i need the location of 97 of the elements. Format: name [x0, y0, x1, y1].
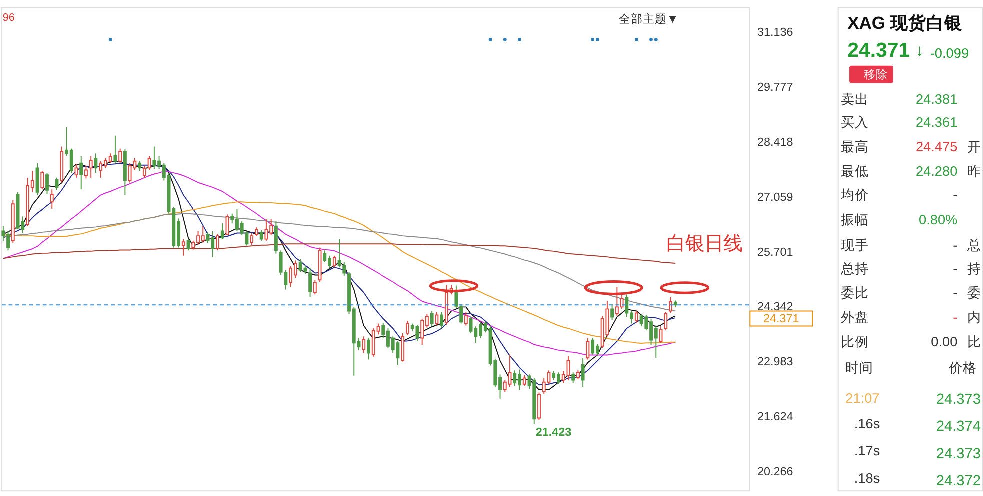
- candlestick: [522, 374, 526, 386]
- text: 内: [967, 310, 982, 326]
- candlestick: [586, 338, 590, 360]
- y-tick-label: 24.342: [757, 300, 794, 314]
- candlestick: [610, 304, 614, 321]
- candlestick: [186, 238, 190, 252]
- candlestick: [46, 172, 49, 195]
- candlestick: [669, 296, 672, 314]
- text: 总持: [840, 261, 869, 276]
- candlestick: [250, 232, 254, 246]
- text: 外盘: [840, 310, 869, 326]
- text: 卖出: [840, 92, 869, 107]
- candlestick: [572, 372, 576, 384]
- candlestick: [367, 338, 370, 360]
- text: 24.475: [916, 140, 958, 155]
- text: 均价: [840, 187, 869, 202]
- text: 比: [967, 334, 982, 350]
- text: -: [953, 286, 958, 301]
- text: 买入: [840, 115, 869, 130]
- y-tick-label: 20.266: [757, 465, 794, 478]
- text: 总: [966, 238, 982, 253]
- candlestick: [308, 268, 312, 298]
- y-tick-label: 29.777: [757, 81, 794, 94]
- text: 最高: [840, 140, 869, 155]
- text: 21:07: [846, 390, 880, 406]
- candlestick: [538, 392, 541, 421]
- text: .16s: [854, 416, 880, 432]
- text: 24.373: [936, 446, 982, 462]
- y-tick-label: 25.701: [757, 246, 794, 259]
- text: .17s: [854, 444, 880, 459]
- candlestick: [80, 156, 84, 190]
- text: 白银日线: [666, 232, 742, 255]
- text: 持: [967, 261, 982, 276]
- candlestick: [260, 230, 264, 242]
- text: 24.280: [916, 164, 958, 179]
- y-tick-label: 31.136: [757, 26, 794, 40]
- text: -: [953, 261, 958, 276]
- text: -: [953, 310, 958, 326]
- annotation: 21.423: [536, 426, 572, 440]
- candlestick: [634, 310, 638, 324]
- text: 现手: [840, 238, 869, 253]
- candlestick: [138, 160, 142, 172]
- candlestick: [74, 164, 78, 178]
- candlestick: [40, 170, 44, 190]
- candlestick: [89, 156, 93, 178]
- text: 昨: [967, 164, 982, 179]
- candlestick: [406, 320, 410, 336]
- candlestick: [220, 223, 224, 240]
- candlestick: [216, 234, 220, 252]
- candlestick: [313, 280, 317, 296]
- text: 24.381: [916, 92, 958, 107]
- text: -: [953, 187, 958, 202]
- candlestick: [440, 312, 444, 330]
- text: ↓: [916, 41, 924, 60]
- y-tick-label: 22.983: [757, 356, 794, 369]
- candlestick: [114, 135, 118, 164]
- annotation: 96: [2, 12, 15, 24]
- candlestick: [118, 148, 122, 164]
- ref-line-label: 24.371: [763, 312, 800, 326]
- annotation: 全部主题▼: [619, 12, 679, 26]
- text: 移除: [864, 68, 888, 82]
- text: 24.373: [936, 392, 982, 408]
- text: 24.361: [916, 115, 958, 130]
- text: .18s: [854, 470, 880, 486]
- text: 0.00: [931, 334, 958, 350]
- text: -: [953, 238, 958, 253]
- text: XAG 现货白银: [848, 12, 964, 33]
- candlestick: [148, 156, 152, 171]
- y-tick-label: 27.059: [757, 190, 794, 204]
- y-tick-label: 28.418: [757, 136, 794, 149]
- text: 时间: [846, 360, 874, 376]
- text: 最低: [840, 164, 869, 179]
- text: 比例: [840, 334, 869, 350]
- text: -0.099: [930, 46, 970, 62]
- candlestick: [362, 336, 366, 354]
- candlestick: [664, 312, 668, 332]
- text: 24.371: [848, 39, 910, 62]
- candlestick: [435, 312, 439, 326]
- candlestick: [94, 153, 98, 174]
- candlestick: [430, 310, 434, 328]
- text: 委: [967, 286, 982, 301]
- text: 开: [967, 140, 982, 155]
- candlestick: [142, 166, 146, 178]
- y-tick-label: 21.624: [757, 410, 794, 424]
- text: 24.374: [936, 419, 982, 436]
- text: 委比: [840, 286, 869, 301]
- text: 24.372: [936, 474, 982, 490]
- text: 价格: [948, 360, 978, 376]
- candlestick: [332, 255, 336, 268]
- candlestick: [50, 189, 54, 210]
- candlestick: [84, 166, 88, 180]
- text: 0.80%: [919, 212, 958, 228]
- candlestick: [581, 358, 585, 388]
- text: 振幅: [840, 212, 869, 228]
- candlestick: [226, 214, 230, 236]
- candlestick: [182, 238, 186, 256]
- candlestick: [464, 312, 468, 326]
